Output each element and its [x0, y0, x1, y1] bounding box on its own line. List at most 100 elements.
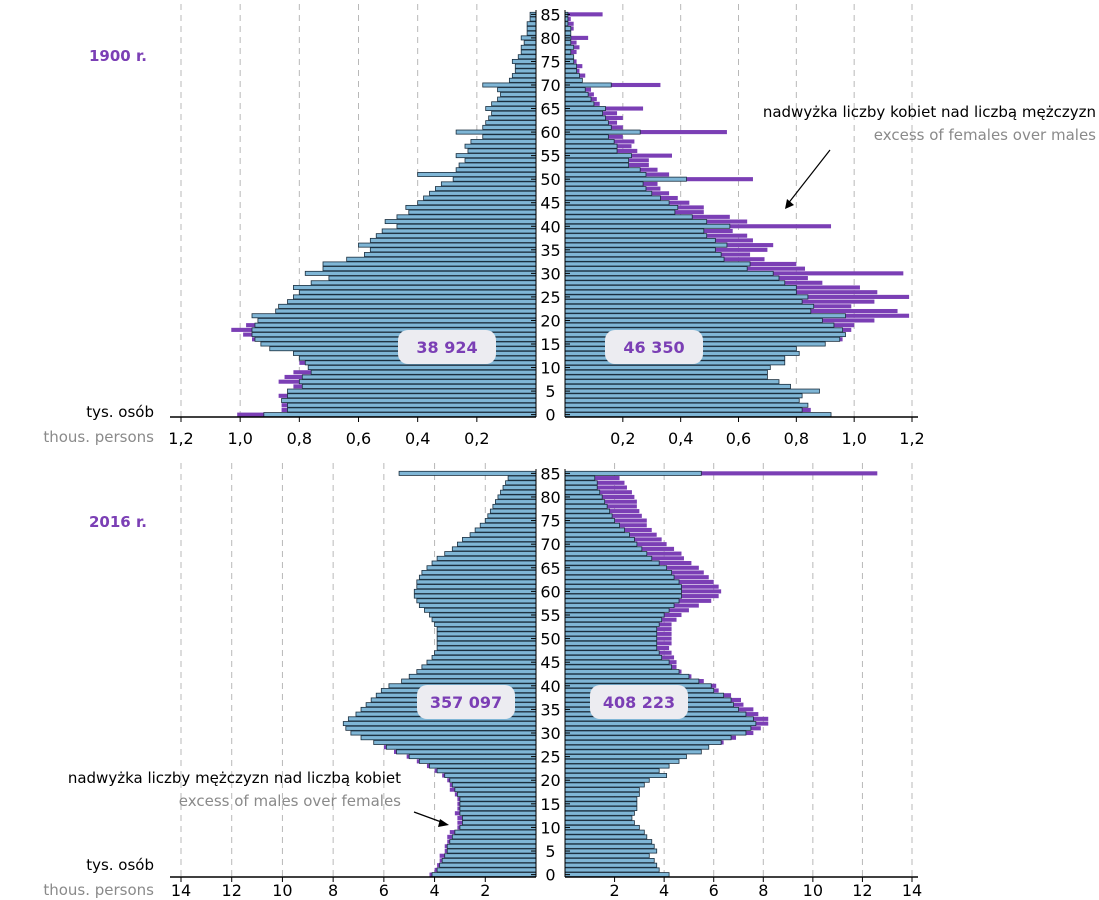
x-tick-label-left: 1,0 — [227, 429, 252, 448]
female-bar — [564, 607, 670, 613]
male-bar — [346, 256, 537, 262]
x-tick-label-right: 0,4 — [668, 429, 693, 448]
male-bar — [467, 148, 537, 154]
female-bar — [564, 801, 638, 807]
male-bar — [251, 327, 537, 333]
age-tick-label: 5 — [545, 382, 555, 401]
female-bar — [564, 499, 606, 505]
male-bar — [416, 598, 537, 604]
female-bar — [564, 402, 809, 408]
female-bar — [564, 44, 575, 50]
female-bar — [564, 237, 716, 243]
female-bar — [564, 650, 660, 656]
female-bar — [564, 318, 823, 323]
female-bar — [564, 388, 820, 394]
female-bar — [564, 106, 606, 111]
male-bar — [278, 303, 537, 309]
male-bar — [369, 247, 537, 253]
unit-label-pl-1900: tys. osób — [86, 403, 154, 421]
female-bar — [564, 87, 586, 93]
female-bar — [564, 669, 680, 675]
male-bar — [485, 120, 537, 126]
female-bar — [564, 167, 641, 173]
x-tick-label-right: 0,6 — [726, 429, 751, 448]
female-bar — [564, 810, 635, 816]
female-bar — [564, 204, 679, 210]
female-bar — [564, 289, 797, 295]
male-bar — [459, 796, 537, 802]
age-tick-label: 0 — [545, 406, 555, 425]
x-tick-label-right: 8 — [758, 881, 768, 900]
total-males-box — [417, 685, 515, 719]
excess-female-bar — [565, 35, 589, 40]
female-bar — [564, 579, 680, 585]
male-bar — [431, 617, 537, 623]
female-bar — [564, 369, 768, 375]
female-bar — [564, 588, 682, 594]
male-bar — [462, 815, 537, 821]
female-bar — [564, 30, 572, 36]
male-bar — [440, 181, 537, 187]
male-bar — [426, 565, 537, 571]
male-bar — [508, 77, 537, 83]
age-tick-label: 70 — [540, 535, 560, 554]
annotation-excess-females-pl: nadwyżka liczby kobiet nad liczbą mężczy… — [763, 103, 1096, 121]
male-bar — [293, 285, 537, 290]
x-tick-label-left: 0,6 — [346, 429, 371, 448]
female-bar — [564, 820, 635, 826]
male-bar — [485, 106, 537, 111]
male-bar — [436, 626, 537, 632]
female-bar — [564, 603, 675, 609]
age-tick-label: 50 — [540, 170, 560, 189]
male-bar — [328, 275, 537, 281]
female-bar — [564, 485, 598, 490]
female-bar — [564, 532, 630, 538]
female-bar — [564, 214, 693, 220]
female-bar — [564, 541, 638, 547]
male-bar — [431, 872, 537, 878]
male-bar — [462, 820, 537, 826]
female-bar — [564, 73, 580, 79]
male-bar — [413, 593, 537, 599]
male-bar — [413, 588, 537, 594]
male-bar — [398, 470, 537, 476]
male-bar — [254, 322, 537, 328]
unit-label-en-1900: thous. persons — [43, 428, 154, 446]
male-bar — [298, 289, 537, 295]
age-tick-label: 20 — [540, 771, 560, 790]
female-bar — [564, 584, 682, 590]
male-bar — [304, 270, 537, 276]
female-bar — [564, 96, 592, 102]
female-bar — [564, 829, 645, 835]
female-bar — [564, 247, 716, 253]
male-bar — [497, 96, 537, 102]
male-bar — [307, 365, 537, 371]
female-bar — [564, 503, 608, 509]
male-bar — [251, 313, 537, 319]
female-bar — [564, 129, 641, 135]
female-bar — [564, 82, 612, 88]
female-bar — [564, 181, 644, 187]
male-bar — [520, 44, 537, 50]
female-bar — [564, 91, 589, 97]
female-bar — [564, 730, 747, 736]
x-tick-label-left: 0,2 — [464, 429, 489, 448]
female-bar — [564, 40, 572, 46]
male-bar — [444, 853, 537, 859]
female-bar — [564, 834, 648, 840]
male-bar — [436, 640, 537, 646]
male-bar — [436, 636, 537, 642]
male-bar — [434, 621, 537, 627]
male-bar — [446, 843, 537, 849]
male-bar — [301, 383, 537, 389]
x-tick-label-left: 0,8 — [287, 429, 312, 448]
x-tick-label-right: 10 — [803, 881, 823, 900]
female-bar — [564, 848, 658, 854]
age-tick-label: 30 — [540, 264, 560, 283]
male-bar — [298, 379, 537, 385]
female-bar — [564, 659, 670, 665]
female-bar — [564, 115, 606, 121]
female-bar — [564, 744, 710, 750]
female-bar — [564, 862, 658, 868]
